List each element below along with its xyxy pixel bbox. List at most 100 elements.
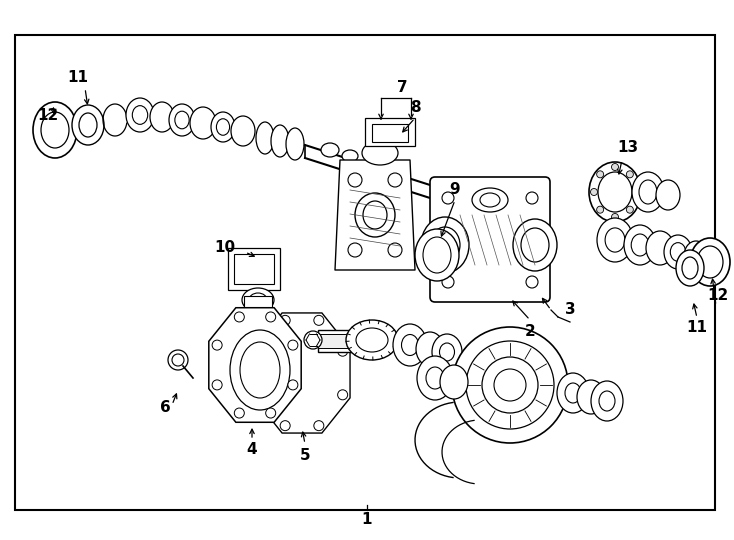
Ellipse shape bbox=[169, 104, 195, 136]
Ellipse shape bbox=[670, 242, 686, 261]
Text: 4: 4 bbox=[247, 442, 258, 457]
Circle shape bbox=[626, 206, 633, 213]
Ellipse shape bbox=[423, 237, 451, 273]
Ellipse shape bbox=[430, 227, 460, 263]
Ellipse shape bbox=[565, 383, 581, 403]
Text: 1: 1 bbox=[362, 512, 372, 528]
Circle shape bbox=[280, 315, 290, 325]
Circle shape bbox=[526, 192, 538, 204]
Ellipse shape bbox=[240, 342, 280, 398]
Circle shape bbox=[597, 206, 603, 213]
Ellipse shape bbox=[432, 334, 462, 370]
Text: 3: 3 bbox=[564, 302, 575, 318]
Circle shape bbox=[442, 192, 454, 204]
Circle shape bbox=[212, 340, 222, 350]
Ellipse shape bbox=[591, 381, 623, 421]
Ellipse shape bbox=[286, 128, 304, 160]
Circle shape bbox=[611, 164, 619, 171]
Ellipse shape bbox=[217, 119, 230, 135]
Ellipse shape bbox=[211, 112, 235, 142]
Ellipse shape bbox=[684, 241, 708, 271]
Bar bbox=[318, 334, 360, 348]
Polygon shape bbox=[254, 313, 350, 433]
Text: 2: 2 bbox=[525, 325, 535, 340]
Circle shape bbox=[611, 213, 619, 220]
Circle shape bbox=[256, 390, 266, 400]
Ellipse shape bbox=[598, 172, 632, 212]
Ellipse shape bbox=[321, 143, 339, 157]
Ellipse shape bbox=[401, 334, 418, 355]
Circle shape bbox=[314, 315, 324, 325]
Ellipse shape bbox=[656, 180, 680, 210]
Bar bbox=[365, 118, 415, 146]
Ellipse shape bbox=[342, 150, 358, 162]
Circle shape bbox=[348, 173, 362, 187]
Ellipse shape bbox=[132, 106, 148, 124]
Text: 11: 11 bbox=[68, 71, 89, 85]
Ellipse shape bbox=[480, 193, 500, 207]
Ellipse shape bbox=[557, 373, 589, 413]
Ellipse shape bbox=[231, 116, 255, 146]
Circle shape bbox=[288, 380, 298, 390]
Circle shape bbox=[494, 369, 526, 401]
Ellipse shape bbox=[440, 343, 454, 361]
Circle shape bbox=[348, 243, 362, 257]
Ellipse shape bbox=[664, 235, 692, 269]
Bar bbox=[372, 124, 408, 142]
Polygon shape bbox=[335, 160, 415, 270]
Ellipse shape bbox=[79, 113, 97, 137]
Text: 12: 12 bbox=[708, 287, 729, 302]
Ellipse shape bbox=[589, 162, 641, 222]
Circle shape bbox=[256, 346, 266, 356]
Ellipse shape bbox=[421, 217, 469, 273]
Ellipse shape bbox=[690, 238, 730, 286]
Text: 5: 5 bbox=[299, 448, 310, 462]
Ellipse shape bbox=[605, 228, 625, 252]
Ellipse shape bbox=[393, 324, 427, 366]
Circle shape bbox=[280, 421, 290, 431]
Text: 6: 6 bbox=[159, 401, 170, 415]
Text: 8: 8 bbox=[410, 100, 421, 116]
Ellipse shape bbox=[577, 380, 605, 414]
Text: 7: 7 bbox=[396, 80, 407, 96]
Text: 10: 10 bbox=[214, 240, 236, 255]
Circle shape bbox=[314, 421, 324, 431]
Ellipse shape bbox=[426, 367, 444, 389]
Circle shape bbox=[234, 312, 244, 322]
Circle shape bbox=[626, 171, 633, 178]
Text: 11: 11 bbox=[686, 321, 708, 335]
Circle shape bbox=[338, 346, 348, 356]
Text: 13: 13 bbox=[617, 140, 639, 156]
Ellipse shape bbox=[415, 229, 459, 281]
Circle shape bbox=[597, 171, 603, 178]
Ellipse shape bbox=[175, 111, 189, 129]
Ellipse shape bbox=[249, 293, 267, 307]
Ellipse shape bbox=[356, 328, 388, 352]
Circle shape bbox=[266, 408, 276, 418]
Circle shape bbox=[388, 243, 402, 257]
Ellipse shape bbox=[646, 231, 674, 265]
Circle shape bbox=[388, 173, 402, 187]
Circle shape bbox=[526, 276, 538, 288]
Circle shape bbox=[266, 312, 276, 322]
Circle shape bbox=[172, 354, 184, 366]
Ellipse shape bbox=[242, 288, 274, 312]
Polygon shape bbox=[208, 308, 301, 422]
Circle shape bbox=[212, 380, 222, 390]
Text: 12: 12 bbox=[37, 107, 59, 123]
Ellipse shape bbox=[597, 218, 633, 262]
Ellipse shape bbox=[521, 228, 549, 262]
Ellipse shape bbox=[472, 188, 508, 212]
Ellipse shape bbox=[416, 332, 444, 366]
Ellipse shape bbox=[126, 98, 154, 132]
Ellipse shape bbox=[363, 201, 387, 229]
Ellipse shape bbox=[362, 141, 398, 165]
Circle shape bbox=[482, 357, 538, 413]
Circle shape bbox=[288, 340, 298, 350]
Ellipse shape bbox=[639, 180, 657, 204]
Ellipse shape bbox=[355, 193, 395, 237]
Circle shape bbox=[452, 327, 568, 443]
Ellipse shape bbox=[440, 365, 468, 399]
Ellipse shape bbox=[599, 391, 615, 411]
Ellipse shape bbox=[624, 225, 656, 265]
